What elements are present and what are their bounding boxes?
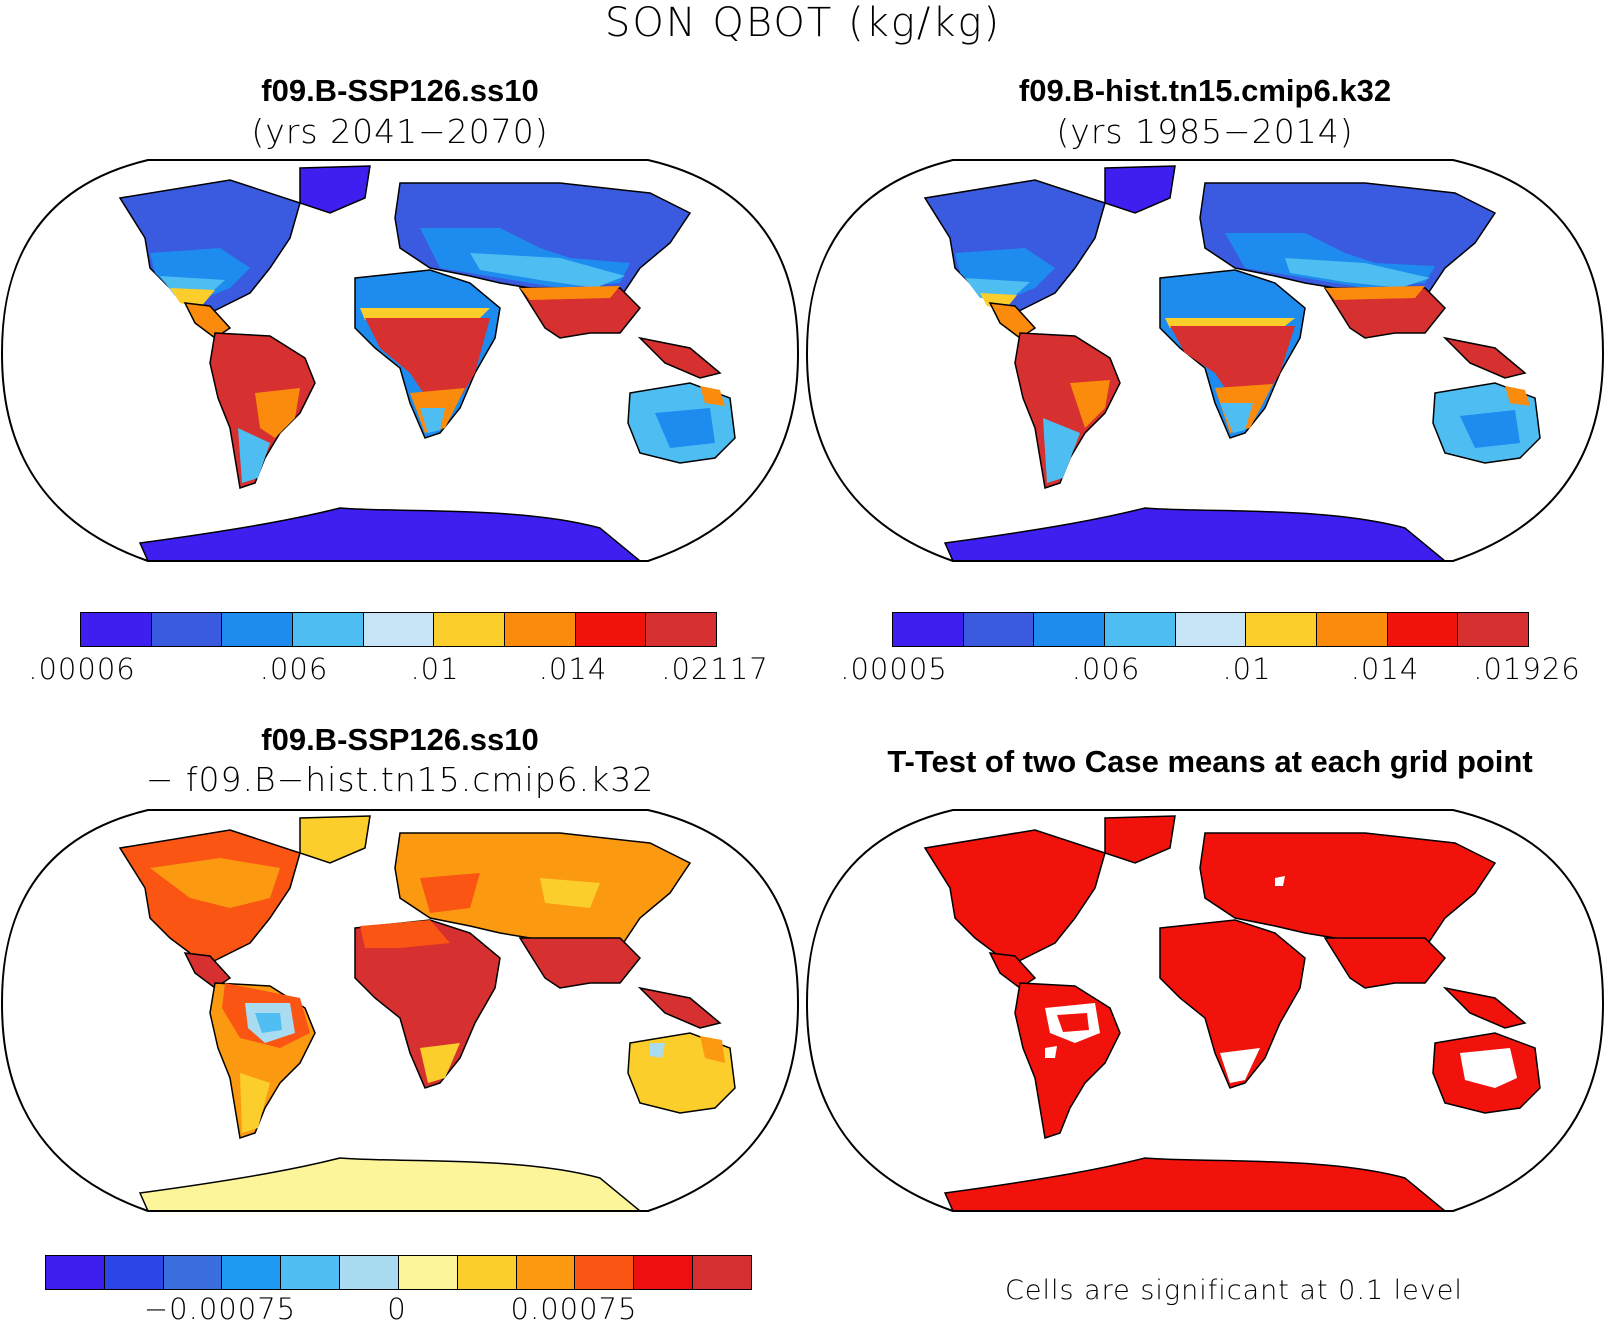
colorbar-swatch — [222, 1256, 282, 1289]
panel-bl-map — [0, 809, 800, 1212]
colorbar-swatch — [1175, 613, 1247, 646]
tick-label: .006 — [259, 652, 329, 686]
tick-label: .01 — [410, 652, 460, 686]
panel-br-map — [805, 809, 1605, 1212]
tick-label: .006 — [1071, 652, 1141, 686]
panel-tr-subtitle: (yrs 1985−2014) — [1056, 112, 1354, 151]
colorbar-swatch — [646, 613, 717, 646]
tick-label: .00006 — [28, 652, 136, 686]
figure-title: SON QBOT (kg/kg) — [604, 0, 1002, 46]
tick-label: .01 — [1222, 652, 1272, 686]
panel-tl-title: f09.B-SSP126.ss10 — [261, 73, 539, 108]
panel-tr-title: f09.B-hist.tn15.cmip6.k32 — [1018, 73, 1392, 108]
panel-tr-colorbar — [892, 612, 1529, 647]
colorbar-swatch — [222, 613, 294, 646]
panel-bl-subtitle: − f09.B−hist.tn15.cmip6.k32 — [145, 760, 655, 799]
tick-label: 0.00075 — [510, 1292, 638, 1326]
colorbar-swatch — [46, 1256, 105, 1289]
colorbar-swatch — [1246, 613, 1318, 646]
panel-tr-colorbar-ticks: .00005 .006 .01 .014 .01926 — [840, 652, 1592, 692]
colorbar-swatch — [457, 1256, 517, 1289]
colorbar-swatch — [163, 1256, 223, 1289]
panel-bl-title: f09.B-SSP126.ss10 — [261, 722, 539, 757]
significance-note: Cells are significant at 0.1 level — [1005, 1275, 1463, 1306]
panel-tl-colorbar-ticks: .00006 .006 .01 .014 .02117 — [28, 652, 780, 692]
colorbar-swatch — [104, 1256, 164, 1289]
colorbar-swatch — [893, 613, 964, 646]
colorbar-swatch — [151, 613, 223, 646]
colorbar-swatch — [1034, 613, 1106, 646]
colorbar-swatch — [398, 1256, 458, 1289]
colorbar-swatch — [1317, 613, 1388, 646]
colorbar-swatch — [505, 613, 576, 646]
colorbar-swatch — [434, 613, 506, 646]
colorbar-swatch — [293, 613, 364, 646]
colorbar-swatch — [575, 613, 647, 646]
panel-bl-colorbar-ticks: −0.00075 0 0.00075 — [45, 1292, 765, 1332]
colorbar-swatch — [575, 1256, 635, 1289]
panel-br-title: T-Test of two Case means at each grid po… — [887, 744, 1533, 779]
colorbar-swatch — [363, 613, 435, 646]
tick-label: .01926 — [1473, 652, 1581, 686]
colorbar-swatch — [281, 1256, 341, 1289]
tick-label: .014 — [538, 652, 608, 686]
tick-label: .02117 — [661, 652, 769, 686]
panel-tl-subtitle: (yrs 2041−2070) — [251, 112, 549, 151]
colorbar-swatch — [1105, 613, 1176, 646]
panel-tr-map — [805, 159, 1605, 562]
colorbar-swatch — [81, 613, 152, 646]
colorbar-swatch — [340, 1256, 399, 1289]
tick-label: .00005 — [840, 652, 948, 686]
colorbar-swatch — [1387, 613, 1459, 646]
panel-bl-colorbar — [45, 1255, 752, 1290]
panel-tl-colorbar — [80, 612, 717, 647]
colorbar-swatch — [634, 1256, 694, 1289]
tick-label: 0 — [387, 1292, 407, 1326]
tick-label: .014 — [1350, 652, 1420, 686]
panel-tl-map — [0, 159, 800, 562]
colorbar-swatch — [516, 1256, 576, 1289]
colorbar-swatch — [693, 1256, 751, 1289]
tick-label: −0.00075 — [143, 1292, 297, 1326]
colorbar-swatch — [1458, 613, 1529, 646]
colorbar-swatch — [963, 613, 1035, 646]
